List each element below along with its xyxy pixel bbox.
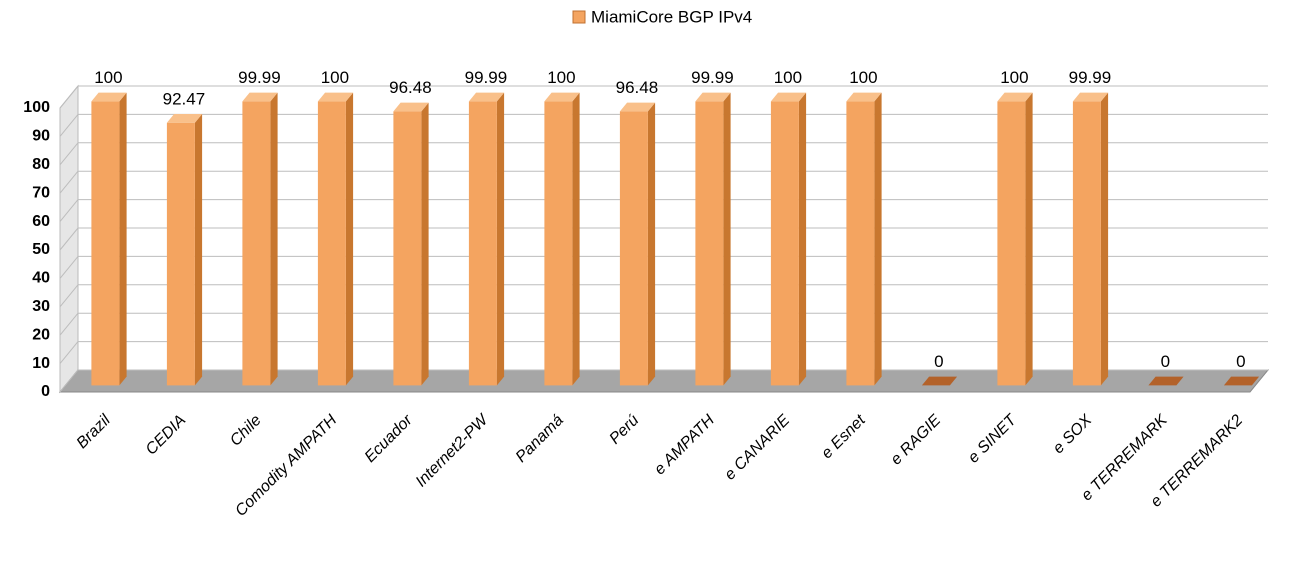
- side-grid-line: [59, 227, 79, 251]
- y-tick-label: 70: [32, 184, 50, 201]
- bar-top: [166, 113, 203, 123]
- side-grid-line: [59, 312, 79, 336]
- value-label: 96.48: [616, 78, 659, 97]
- value-label: 0: [934, 352, 943, 371]
- x-tick-label: Ecuador: [362, 411, 417, 466]
- bar-side: [798, 92, 807, 386]
- value-label: 100: [94, 68, 122, 87]
- side-grid-line: [59, 142, 79, 166]
- bar-top: [1072, 92, 1109, 102]
- bar-top: [1223, 376, 1260, 386]
- bar: [393, 111, 422, 386]
- bar-top: [91, 92, 127, 102]
- bar: [1072, 101, 1101, 386]
- bar: [997, 101, 1026, 386]
- bar-side: [421, 102, 429, 386]
- bar-side: [1100, 92, 1109, 386]
- side-grid-line: [59, 85, 79, 109]
- bar-top: [846, 92, 882, 102]
- y-tick-label: 60: [32, 213, 50, 230]
- bar-top: [770, 92, 807, 102]
- side-grid-line: [59, 284, 79, 308]
- y-tick-label: 20: [32, 326, 50, 343]
- bar: [166, 122, 195, 386]
- y-tick-label: 90: [32, 128, 50, 145]
- x-tick-label: e Esnet: [818, 411, 869, 462]
- bar: [544, 101, 573, 386]
- side-grid-line: [59, 341, 79, 364]
- bar-side: [496, 92, 505, 386]
- value-label: 96.48: [389, 78, 432, 97]
- side-grid-line: [59, 256, 79, 279]
- bar-side: [1025, 92, 1033, 386]
- y-tick-label: 50: [32, 241, 50, 258]
- y-tick-label: 0: [41, 383, 50, 400]
- side-grid-line: [59, 114, 79, 137]
- value-label: 100: [849, 68, 877, 87]
- y-tick-label: 100: [23, 99, 50, 116]
- bar-top: [997, 92, 1033, 102]
- bar-top: [393, 102, 429, 112]
- value-label: 100: [774, 68, 802, 87]
- x-tick-label: e CANARIE: [722, 412, 794, 484]
- bar: [770, 101, 799, 386]
- x-tick-label: Brazil: [73, 411, 114, 452]
- bar-top: [695, 92, 731, 102]
- x-tick-label: e SOX: [1050, 411, 1096, 457]
- value-label: 100: [321, 68, 349, 87]
- bar: [91, 101, 120, 386]
- side-grid-line: [59, 199, 79, 222]
- side-grid-line: [59, 369, 79, 393]
- legend-swatch: [572, 10, 586, 24]
- value-label: 99.99: [1069, 68, 1112, 87]
- bar: [695, 101, 724, 386]
- bar-side: [647, 102, 656, 386]
- value-label: 92.47: [163, 89, 206, 108]
- bar: [242, 101, 271, 386]
- bar-top: [921, 376, 958, 386]
- bar-top: [619, 102, 656, 112]
- x-tick-label: e AMPATH: [651, 411, 718, 478]
- value-label: 0: [1236, 352, 1245, 371]
- bar-side: [119, 92, 127, 386]
- y-tick-label: 40: [32, 270, 50, 287]
- bar-top: [1148, 376, 1184, 386]
- x-tick-label: e SINET: [965, 411, 1021, 467]
- value-label: 99.99: [691, 68, 734, 87]
- bar: [619, 111, 648, 386]
- value-label: 0: [1161, 352, 1170, 371]
- bar: [317, 101, 346, 386]
- bar-side: [345, 92, 354, 386]
- x-tick-label: Perú: [606, 412, 642, 448]
- bar-top: [242, 92, 278, 102]
- x-tick-label: Chile: [227, 412, 265, 450]
- y-tick-label: 10: [32, 355, 50, 372]
- value-label: 99.99: [465, 68, 508, 87]
- bar-top: [544, 92, 580, 102]
- y-tick-label: 80: [32, 156, 50, 173]
- x-tick-label: Panamá: [513, 412, 567, 466]
- value-label: 100: [547, 68, 575, 87]
- bar-side: [194, 113, 203, 386]
- y-tick-label: 30: [32, 298, 50, 315]
- bar: [846, 101, 875, 386]
- bar-side: [270, 92, 278, 386]
- value-label: 99.99: [238, 68, 281, 87]
- bar-top: [317, 92, 354, 102]
- side-grid-line: [59, 170, 79, 194]
- bar-side: [572, 92, 580, 386]
- x-tick-label: Internet2-PW: [413, 410, 493, 490]
- x-tick-label: CEDIA: [143, 412, 190, 459]
- bar-top: [468, 92, 505, 102]
- bar-side: [723, 92, 731, 386]
- bar: [468, 101, 497, 386]
- value-label: 100: [1000, 68, 1028, 87]
- bar-side: [874, 92, 882, 386]
- legend-label: MiamiCore BGP IPv4: [591, 7, 752, 26]
- x-tick-label: e RAGIE: [888, 412, 945, 469]
